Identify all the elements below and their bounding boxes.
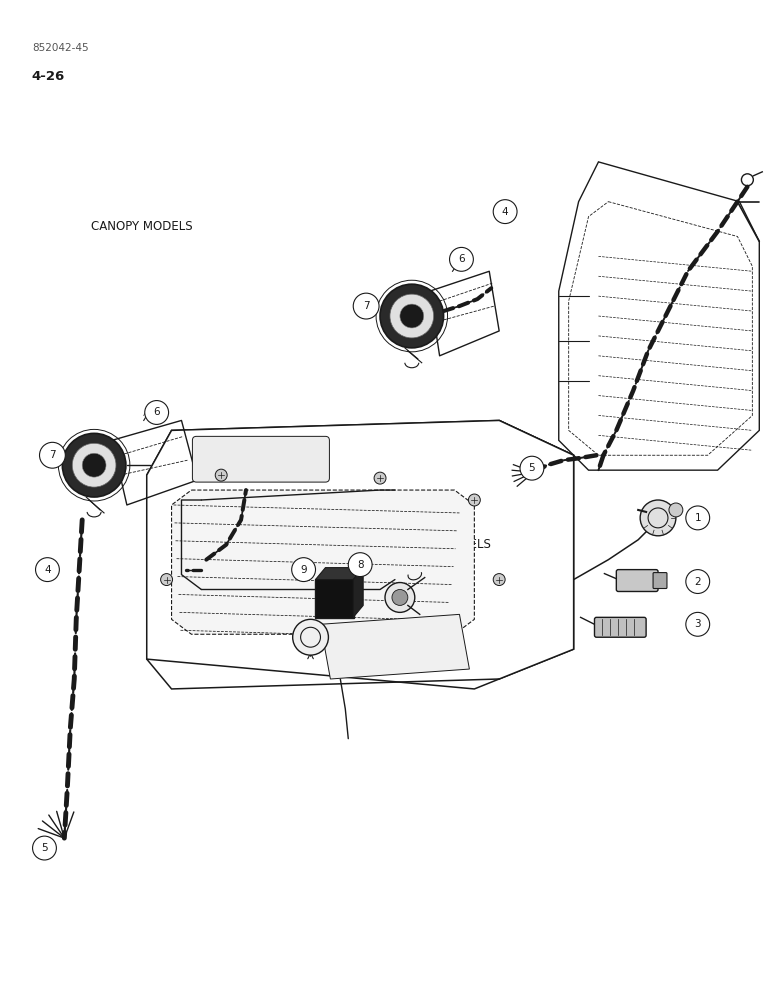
FancyBboxPatch shape [616, 570, 658, 591]
Polygon shape [171, 490, 474, 634]
Circle shape [82, 453, 106, 477]
Polygon shape [147, 420, 574, 689]
Circle shape [36, 558, 59, 582]
FancyBboxPatch shape [653, 573, 667, 589]
Text: 7: 7 [49, 450, 56, 460]
Circle shape [348, 553, 372, 577]
Text: 7: 7 [363, 301, 370, 311]
Circle shape [385, 583, 415, 612]
Text: 4: 4 [44, 565, 51, 575]
Text: 4-26: 4-26 [32, 70, 65, 83]
Text: 6: 6 [458, 254, 465, 264]
Circle shape [392, 589, 408, 605]
Circle shape [493, 574, 505, 586]
Circle shape [354, 293, 379, 319]
Circle shape [292, 558, 316, 582]
Circle shape [32, 836, 56, 860]
Circle shape [390, 294, 434, 338]
Circle shape [380, 284, 444, 348]
Circle shape [669, 503, 683, 517]
Circle shape [400, 304, 424, 328]
Circle shape [374, 472, 386, 484]
Circle shape [469, 494, 480, 506]
Circle shape [686, 612, 709, 636]
Polygon shape [499, 420, 574, 679]
Text: CANOPY MODELS: CANOPY MODELS [91, 220, 192, 233]
Circle shape [73, 443, 116, 487]
Text: 5: 5 [41, 843, 48, 853]
Polygon shape [354, 568, 363, 617]
FancyBboxPatch shape [314, 579, 354, 618]
Circle shape [686, 570, 709, 593]
Polygon shape [147, 420, 574, 505]
Text: 9: 9 [300, 565, 307, 575]
Circle shape [686, 506, 709, 530]
Text: 8: 8 [357, 560, 364, 570]
FancyBboxPatch shape [192, 436, 330, 482]
Circle shape [144, 401, 168, 424]
Polygon shape [320, 614, 469, 679]
Text: 4: 4 [502, 207, 509, 217]
Text: 6: 6 [154, 407, 160, 417]
Circle shape [520, 456, 543, 480]
Text: 1: 1 [695, 513, 701, 523]
Text: 2: 2 [695, 577, 701, 587]
Polygon shape [316, 568, 363, 580]
Circle shape [215, 469, 227, 481]
Circle shape [493, 200, 517, 224]
Text: 852042-45: 852042-45 [32, 43, 89, 53]
Circle shape [293, 619, 328, 655]
Circle shape [63, 433, 126, 497]
Circle shape [161, 574, 173, 586]
Circle shape [640, 500, 676, 536]
Text: 5: 5 [529, 463, 535, 473]
FancyBboxPatch shape [594, 617, 646, 637]
Text: 3: 3 [695, 619, 701, 629]
Circle shape [39, 442, 66, 468]
Circle shape [449, 247, 473, 271]
Text: C: C [416, 664, 423, 674]
Text: CAB MODELS: CAB MODELS [413, 538, 491, 551]
